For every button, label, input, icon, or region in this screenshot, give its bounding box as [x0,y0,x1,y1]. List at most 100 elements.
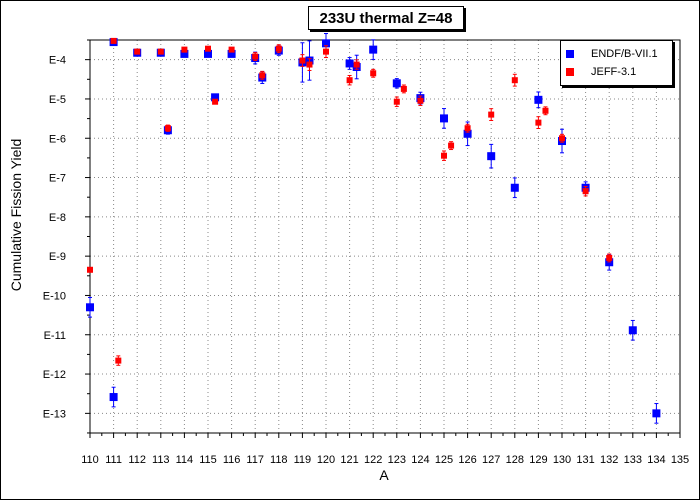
data-points [86,33,661,424]
data-point-jeff [275,45,282,52]
data-point-jeff [157,48,164,55]
x-axis-label: A [379,467,389,483]
data-point-endf [392,79,401,88]
data-point-jeff [488,111,495,118]
data-point-endf [440,114,448,123]
y-tick-label: E-9 [49,251,66,263]
data-point-jeff [606,254,613,261]
data-point-endf [322,39,330,48]
data-point-jeff [464,125,471,132]
legend-label-endf: ENDF/B-VII.1 [591,48,658,60]
data-point-endf [534,95,543,104]
x-tick-label: 124 [411,454,429,466]
x-tick-label: 134 [647,454,665,466]
legend-swatch-jeff [566,68,574,76]
x-tick-label: 116 [223,454,241,466]
x-tick-label: 130 [553,454,571,466]
data-point-endf [204,49,212,58]
x-tick-label: 127 [482,454,500,466]
data-point-jeff [346,77,353,84]
legend-entry-endf: ENDF/B-VII.1 [566,47,658,61]
data-point-endf [652,409,661,418]
data-point-jeff [205,45,211,52]
x-tick-label: 117 [246,454,264,466]
data-point-endf [109,393,118,402]
data-point-jeff [417,97,424,104]
data-point-jeff [212,98,219,105]
data-point-jeff [299,57,306,64]
chart-title-text: 233U thermal Z=48 [319,9,453,27]
x-tick-label: 126 [458,454,476,466]
x-tick-label: 133 [624,454,642,466]
x-tick-label: 118 [270,454,288,466]
y-tick-label: E-6 [49,133,66,145]
legend-swatch-endf [566,50,574,58]
data-point-jeff [306,61,313,68]
x-tick-label: 111 [105,454,122,466]
data-point-jeff [353,61,360,68]
x-tick-label: 120 [317,454,335,466]
x-tick-label: 121 [340,454,358,466]
x-tick-label: 114 [176,454,194,466]
chart-title: 233U thermal Z=48 [308,6,464,30]
data-point-jeff [115,357,122,364]
data-point-jeff [134,48,141,55]
y-tick-label: E-5 [49,94,66,106]
data-point-jeff [181,46,188,53]
y-tick-label: E-7 [49,173,66,185]
data-point-endf [463,129,472,138]
data-point-jeff [393,98,400,105]
x-tick-label: 135 [671,454,689,466]
data-point-endf [369,45,378,54]
legend: ENDF/B-VII.1 JEFF-3.1 [560,40,673,86]
x-tick-label: 115 [199,454,217,466]
x-tick-label: 112 [128,454,146,466]
data-point-jeff [323,48,329,55]
data-point-endf [180,49,189,58]
data-point-endf [345,59,354,68]
data-point-endf [211,93,220,102]
data-point-jeff [164,125,171,132]
data-point-jeff [535,119,542,126]
x-tick-label: 113 [152,454,170,466]
y-tick-label: E-12 [43,369,66,381]
data-point-jeff [441,152,447,159]
x-tick-label: 110 [81,454,99,466]
y-axis-label: Cumulative Fission Yield [8,138,24,292]
data-point-jeff [542,107,549,114]
x-tick-label: 129 [529,454,547,466]
data-point-jeff [559,135,565,142]
data-point-endf [487,152,496,161]
data-point-endf [510,183,519,192]
data-point-jeff [87,266,93,273]
grid [90,40,680,433]
x-tick-label: 125 [435,454,453,466]
data-point-jeff [259,72,266,79]
x-tick-label: 119 [294,454,312,466]
data-point-jeff [370,70,377,77]
x-tick-label: 122 [364,454,382,466]
x-tick-label: 132 [600,454,618,466]
data-point-jeff [448,142,455,149]
axis-ticks: 110 111 112 113 114 115 116 117 118 119 120 121 122 1… [43,39,689,466]
y-tick-label: E-13 [43,408,66,420]
data-point-endf [628,326,637,335]
data-point-jeff [110,37,117,44]
data-point-jeff [511,77,518,84]
data-point-jeff [228,46,235,53]
data-point-jeff [400,85,407,92]
x-tick-label: 131 [576,454,594,466]
x-tick-label: 128 [506,454,524,466]
y-tick-label: E-4 [49,55,66,67]
y-tick-label: E-10 [43,290,66,302]
x-tick-label: 123 [388,454,406,466]
data-point-jeff [252,53,259,60]
legend-label-jeff: JEFF-3.1 [591,66,637,78]
y-tick-label: E-8 [49,212,66,224]
data-point-jeff [582,188,589,195]
y-tick-label: E-11 [44,330,66,342]
data-point-endf [227,49,236,58]
data-point-endf [86,303,94,312]
legend-entry-jeff: JEFF-3.1 [566,65,636,79]
